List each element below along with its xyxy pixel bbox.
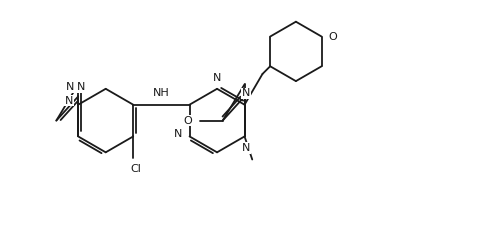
Text: N: N	[213, 72, 221, 83]
Text: O: O	[328, 32, 337, 42]
Text: N: N	[242, 143, 250, 153]
Text: N: N	[174, 129, 183, 139]
Text: NH: NH	[153, 88, 170, 98]
Text: N: N	[77, 82, 85, 92]
Text: O: O	[184, 116, 192, 126]
Text: N: N	[66, 82, 75, 92]
Text: Cl: Cl	[130, 164, 141, 174]
Text: N: N	[242, 88, 250, 98]
Text: N: N	[65, 96, 73, 105]
